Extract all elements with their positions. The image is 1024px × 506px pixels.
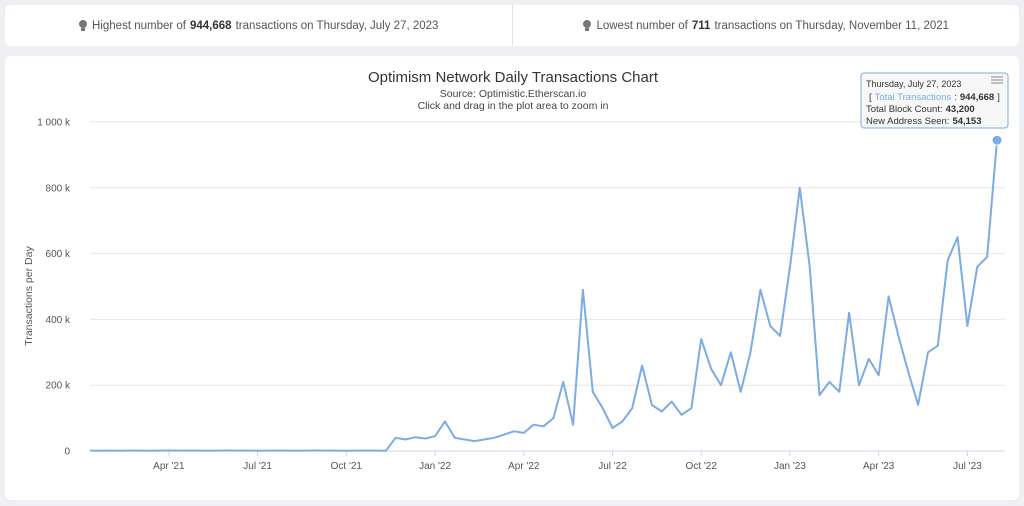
tooltip-row: Total Block Count: 43,200 <box>866 104 975 115</box>
series-line <box>89 140 998 452</box>
stat-text: transactions on Thursday, July 27, 2023 <box>235 19 439 32</box>
tooltip-line: [Total Transactions:944,668] <box>869 92 1000 103</box>
tooltip-row-value: 54,153 <box>952 116 981 127</box>
tooltip-row: New Address Seen: 54,153 <box>866 116 982 127</box>
tooltip-row-label: Total Block Count: <box>866 104 943 115</box>
x-tick-label: Apr '21 <box>153 461 185 472</box>
chart-subtitle: Source: Optimistic.Etherscan.io <box>440 88 587 100</box>
tooltip-date: Thursday, July 27, 2023 <box>866 79 961 89</box>
stat-text: transactions on Thursday, November 11, 2… <box>714 19 950 32</box>
chart-card: Optimism Network Daily Transactions Char… <box>5 56 1019 500</box>
stat: Highest number of 944,668 transactions o… <box>5 5 512 46</box>
tooltip-part: 944,668 <box>960 92 994 103</box>
stat: Lowest number of 711 transactions on Thu… <box>511 5 1020 46</box>
stat-number: 944,668 <box>190 19 232 32</box>
x-tick-label: Jul '22 <box>598 461 627 472</box>
tooltip-part: Total Transactions <box>875 92 952 103</box>
x-tick-label: Jul '23 <box>953 461 982 472</box>
y-tick-label: 800 k <box>46 183 71 194</box>
y-tick-label: 400 k <box>46 315 71 326</box>
tooltip-row-value: 43,200 <box>946 104 975 115</box>
bulb-icon <box>583 20 592 31</box>
y-axis-label: Transactions per Day <box>23 246 35 346</box>
tooltip-box <box>860 72 1009 129</box>
y-tick-label: 200 k <box>46 381 71 392</box>
tooltip-part: [ <box>869 92 872 103</box>
tooltip: Thursday, July 27, 2023 [Total Transactio… <box>860 72 1009 129</box>
chart-title: Optimism Network Daily Transactions Char… <box>368 69 659 86</box>
x-tick-label: Oct '22 <box>686 461 718 472</box>
tooltip-row-label: New Address Seen: <box>866 116 949 127</box>
y-tick-label: 0 <box>64 447 70 458</box>
x-tick-label: Jul '21 <box>243 461 272 472</box>
stat-text: Highest number of <box>92 19 186 32</box>
hover-marker <box>991 134 1003 146</box>
x-tick-label: Jan '22 <box>419 461 451 472</box>
chart-hint: Click and drag in the plot area to zoom … <box>418 100 609 112</box>
chart: Optimism Network Daily Transactions Char… <box>23 69 1009 472</box>
y-tick-label: 600 k <box>46 249 71 260</box>
y-tick-label: 1 000 k <box>37 118 71 129</box>
x-tick-label: Apr '23 <box>863 461 895 472</box>
stat-text: Lowest number of <box>596 19 688 32</box>
x-tick-label: Oct '21 <box>331 461 363 472</box>
stat-number: 711 <box>691 19 711 32</box>
tooltip-part: : <box>954 92 957 103</box>
x-tick-label: Apr '22 <box>508 461 540 472</box>
bulb-icon <box>79 20 88 31</box>
tooltip-part: ] <box>997 92 1000 103</box>
stats-bar: Highest number of 944,668 transactions o… <box>5 5 1019 46</box>
x-tick-label: Jan '23 <box>774 461 806 472</box>
